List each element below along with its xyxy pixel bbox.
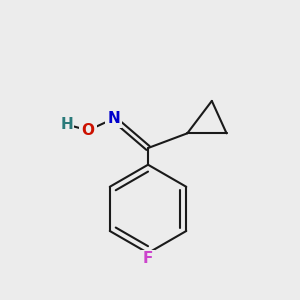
Text: O: O (82, 123, 95, 138)
Text: F: F (143, 251, 153, 266)
Text: N: N (107, 111, 120, 126)
Text: H: H (60, 117, 73, 132)
